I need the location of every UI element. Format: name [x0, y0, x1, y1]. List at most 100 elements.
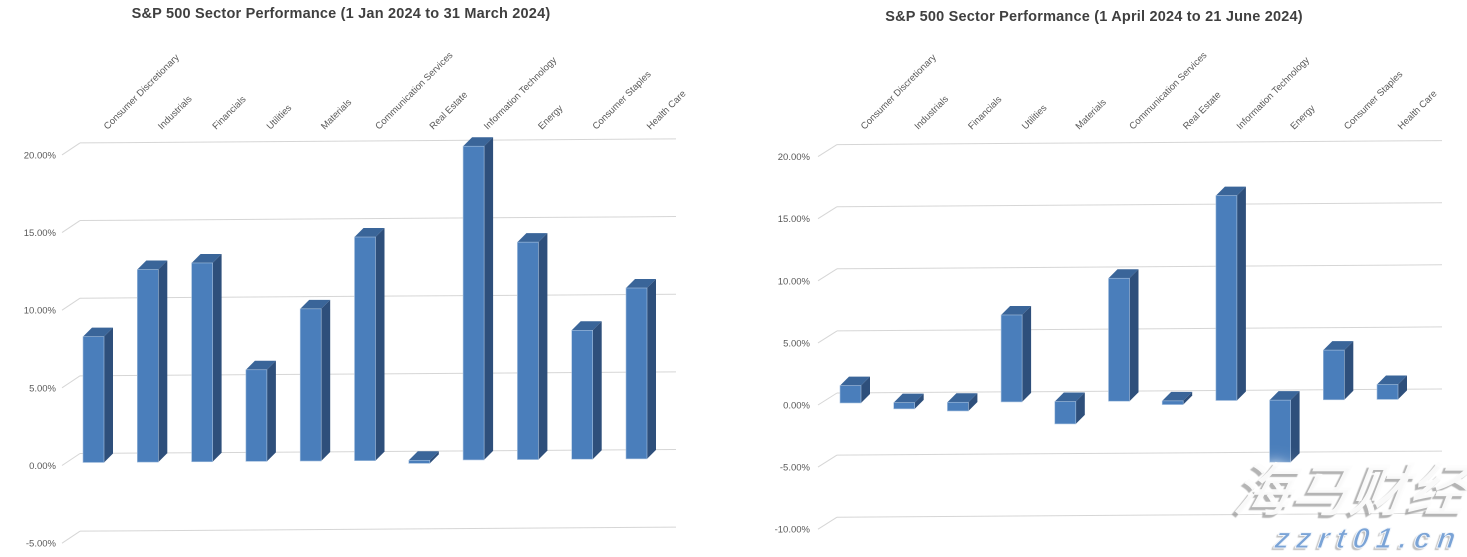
bar-side-face	[1022, 305, 1032, 402]
y-axis-tick-label: 20.00%	[778, 152, 811, 163]
bar-consumer-staples	[571, 330, 594, 460]
category-label: Real Estate	[1181, 90, 1224, 133]
bar-side-face	[1398, 375, 1407, 400]
bar-communication-services	[354, 236, 376, 461]
gridline-perspective-tick	[817, 206, 838, 220]
bar-top-face	[893, 393, 924, 403]
bar-side-face	[429, 451, 439, 464]
category-label: Materials	[1074, 97, 1109, 132]
gridline	[79, 526, 677, 532]
bar-energy	[1269, 399, 1291, 463]
bar-top-face	[1001, 305, 1032, 315]
bar-top-face	[354, 228, 385, 238]
gridline	[79, 138, 677, 144]
gridline-perspective-tick	[61, 375, 81, 389]
bar-materials	[1054, 401, 1077, 425]
gridline-perspective-tick	[61, 142, 81, 156]
bar-top-face	[1108, 269, 1139, 279]
bar-materials	[299, 308, 322, 462]
bar-side-face	[1075, 392, 1085, 424]
bar-top-face	[1162, 391, 1193, 401]
gridline	[836, 326, 1443, 332]
gridline-perspective-tick	[817, 330, 838, 344]
gridline-perspective-tick	[817, 392, 838, 406]
bar-side-face	[104, 327, 113, 463]
bar-health-care	[1376, 384, 1399, 400]
bar-information-technology	[1215, 195, 1238, 401]
bar-side-face	[647, 279, 656, 459]
chart-title-q2: S&P 500 Sector Performance (1 April 2024…	[885, 9, 1303, 25]
bar-utilities	[1000, 314, 1023, 403]
bar-side-face	[484, 137, 494, 460]
bar-top-face	[137, 260, 168, 270]
bar-utilities	[245, 369, 268, 462]
y-axis-tick-label: 10.00%	[24, 306, 57, 317]
bar-top-face	[1269, 391, 1300, 401]
bar-side-face	[158, 260, 168, 463]
gridline-perspective-tick	[817, 144, 838, 158]
y-axis-tick-label: 5.00%	[29, 383, 56, 394]
category-label: Energy	[1288, 103, 1317, 132]
bar-side-face	[538, 233, 548, 460]
gridline	[79, 216, 677, 222]
bar-consumer-discretionary	[82, 336, 105, 463]
y-axis-tick-label: 15.00%	[24, 228, 57, 239]
category-label: Utilities	[1020, 103, 1050, 133]
bar-energy	[517, 241, 539, 460]
bar-side-face	[266, 360, 276, 462]
bar-top-face	[245, 360, 276, 370]
y-axis-tick-label: -10.00%	[775, 525, 811, 536]
gridline-perspective-tick	[817, 516, 838, 530]
gridline	[836, 140, 1443, 146]
bar-top-face	[840, 376, 870, 386]
bar-top-face	[517, 233, 548, 243]
bar-side-face	[1344, 341, 1354, 400]
bar-top-face	[300, 299, 331, 309]
bar-side-face	[1290, 391, 1300, 463]
bar-top-face	[463, 137, 494, 147]
bar-health-care	[625, 287, 648, 460]
y-axis-tick-label: -5.00%	[780, 463, 811, 474]
gridline-perspective-tick	[817, 268, 838, 282]
bar-side-face	[914, 393, 924, 409]
gridline-perspective-tick	[61, 530, 81, 544]
bar-communication-services	[1108, 277, 1130, 402]
bar-top-face	[408, 451, 439, 461]
bar-financials	[947, 401, 969, 412]
category-label: Industrials	[913, 94, 952, 133]
bar-side-face	[212, 253, 222, 462]
y-axis-tick-label: 15.00%	[778, 214, 811, 225]
gridline-perspective-tick	[61, 297, 81, 311]
bar-industrials	[893, 402, 916, 410]
bar-side-face	[1183, 391, 1193, 405]
category-label: Health Care	[1396, 88, 1440, 132]
bar-information-technology	[462, 145, 485, 461]
bar-top-face	[1377, 375, 1407, 385]
bar-side-face	[592, 321, 602, 460]
y-axis-tick-label: 10.00%	[778, 276, 811, 287]
gridline	[836, 512, 1443, 518]
bar-side-face	[321, 299, 331, 462]
category-label: Consumer Staples	[1342, 69, 1405, 132]
bar-consumer-discretionary	[839, 385, 862, 404]
gridline-perspective-tick	[61, 453, 81, 466]
bar-top-face	[83, 327, 113, 337]
bar-real-estate	[408, 459, 431, 464]
bar-top-face	[191, 253, 222, 263]
bar-top-face	[947, 393, 978, 403]
y-axis-tick-label: 20.00%	[24, 150, 57, 161]
bar-industrials	[137, 269, 159, 463]
gridline	[836, 450, 1443, 456]
gridline-perspective-tick	[817, 454, 838, 468]
bar-consumer-staples	[1323, 349, 1345, 401]
watermark-brand-text: 海马财经	[1230, 459, 1467, 522]
bar-side-face	[861, 376, 870, 403]
bar-top-face	[626, 279, 656, 289]
watermark-url-text: zzrt01.cn	[1272, 523, 1465, 556]
bar-side-face	[375, 228, 385, 461]
bar-financials	[191, 262, 213, 463]
gridline	[836, 264, 1443, 270]
bar-side-face	[968, 393, 978, 411]
